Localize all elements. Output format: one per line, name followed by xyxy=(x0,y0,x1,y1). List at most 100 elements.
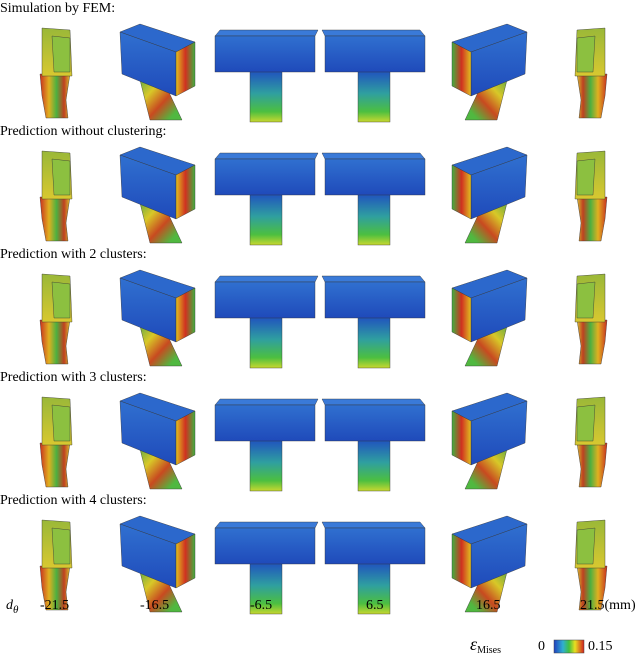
specimen xyxy=(451,269,528,367)
beam-front xyxy=(214,527,316,565)
column-stem xyxy=(39,442,71,488)
beam-top xyxy=(214,29,319,37)
beam-end xyxy=(175,410,196,466)
row-title: Simulation by FEM: xyxy=(0,1,115,16)
beam-end xyxy=(451,410,472,466)
specimen xyxy=(119,269,196,367)
beam-face xyxy=(51,281,71,319)
specimen xyxy=(574,273,608,365)
specimen xyxy=(119,515,196,613)
colorbar-max: 0.15 xyxy=(588,639,613,654)
column-stem xyxy=(357,192,391,246)
column-stem xyxy=(357,561,391,615)
beam-face xyxy=(576,404,596,442)
beam-top xyxy=(321,521,426,529)
column-stem xyxy=(249,315,283,369)
specimen xyxy=(39,27,73,119)
beam-top xyxy=(214,152,319,160)
specimen xyxy=(214,275,319,369)
beam-front xyxy=(324,158,426,196)
beam-front xyxy=(324,404,426,442)
axis-symbol-main: d xyxy=(6,598,14,613)
beam-front xyxy=(214,158,316,196)
column-stem xyxy=(576,73,608,119)
row-title: Prediction with 4 clusters: xyxy=(0,493,147,508)
specimen xyxy=(119,392,196,490)
row-title: Prediction without clustering: xyxy=(0,124,166,139)
beam-top xyxy=(321,152,426,160)
column-stem xyxy=(357,438,391,492)
specimen xyxy=(214,29,319,123)
colorbar-symbol-main: ε xyxy=(470,634,478,654)
beam-face xyxy=(51,527,71,565)
specimen xyxy=(39,150,73,242)
specimen xyxy=(574,27,608,119)
colorbar-symbol-sub: Mises xyxy=(477,645,501,656)
colorbar-min: 0 xyxy=(538,639,545,654)
column-stem xyxy=(576,196,608,242)
specimen xyxy=(214,398,319,492)
beam-top xyxy=(321,275,426,283)
beam-end xyxy=(175,533,196,589)
beam-top xyxy=(214,398,319,406)
beam-end xyxy=(451,164,472,220)
beam-face xyxy=(576,281,596,319)
column-stem xyxy=(39,73,71,119)
specimen xyxy=(214,152,319,246)
specimen xyxy=(321,521,426,615)
beam-face xyxy=(51,404,71,442)
beam-end xyxy=(451,287,472,343)
specimen xyxy=(321,275,426,369)
beam-end xyxy=(175,41,196,97)
beam-end xyxy=(451,533,472,589)
beam-front xyxy=(324,527,426,565)
specimen xyxy=(119,146,196,244)
specimen xyxy=(321,29,426,123)
column-stem xyxy=(357,69,391,123)
column-stem xyxy=(39,319,71,365)
beam-face xyxy=(576,35,596,73)
beam-face xyxy=(576,527,596,565)
specimen xyxy=(451,515,528,613)
beam-top xyxy=(214,275,319,283)
row-title: Prediction with 2 clusters: xyxy=(0,247,147,262)
beam-front xyxy=(324,35,426,73)
specimen xyxy=(574,519,608,611)
beam-top xyxy=(321,29,426,37)
column-stem xyxy=(249,561,283,615)
specimen xyxy=(39,519,73,611)
column-stem xyxy=(39,196,71,242)
displacement-label: -6.5 xyxy=(250,598,272,613)
beam-top xyxy=(214,521,319,529)
beam-front xyxy=(214,404,316,442)
specimen xyxy=(574,150,608,242)
specimen xyxy=(451,146,528,244)
column-stem xyxy=(249,192,283,246)
axis-symbol: dθ xyxy=(6,598,19,616)
specimen xyxy=(451,392,528,490)
column-stem xyxy=(576,319,608,365)
displacement-label: 6.5 xyxy=(366,598,384,613)
column-stem xyxy=(576,442,608,488)
beam-top xyxy=(321,398,426,406)
specimen xyxy=(214,521,319,615)
displacement-label: -16.5 xyxy=(140,598,169,613)
displacement-unit: (mm) xyxy=(605,598,636,613)
displacement-label: -21.5 xyxy=(40,598,69,613)
beam-end xyxy=(175,164,196,220)
colorbar xyxy=(553,639,585,654)
beam-front xyxy=(214,281,316,319)
row-title: Prediction with 3 clusters: xyxy=(0,370,147,385)
beam-face xyxy=(51,158,71,196)
column-stem xyxy=(249,438,283,492)
beam-face xyxy=(576,158,596,196)
beam-front xyxy=(214,35,316,73)
specimen xyxy=(321,398,426,492)
specimen xyxy=(451,23,528,121)
column-stem xyxy=(357,315,391,369)
colorbar-symbol: εMises xyxy=(470,634,501,656)
specimen xyxy=(39,273,73,365)
beam-end xyxy=(451,41,472,97)
beam-front xyxy=(324,281,426,319)
specimen xyxy=(39,396,73,488)
